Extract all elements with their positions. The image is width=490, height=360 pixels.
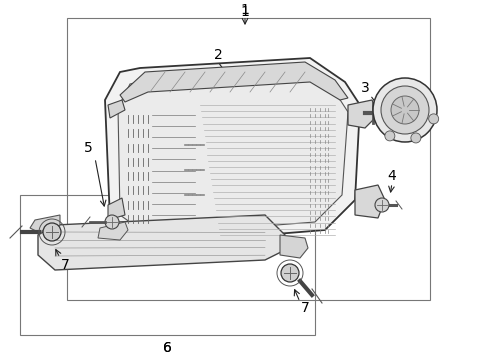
Text: 2: 2 [214, 48, 222, 62]
Polygon shape [38, 215, 285, 270]
Circle shape [43, 223, 61, 241]
Polygon shape [108, 198, 125, 220]
Bar [20, 195, 315, 335]
Polygon shape [280, 235, 308, 258]
Circle shape [105, 215, 119, 229]
Circle shape [373, 78, 437, 142]
Polygon shape [120, 62, 348, 102]
Circle shape [429, 114, 439, 124]
Text: 1: 1 [241, 3, 249, 17]
Circle shape [391, 96, 419, 124]
Circle shape [385, 131, 395, 141]
Polygon shape [105, 58, 360, 245]
Polygon shape [108, 100, 125, 118]
Polygon shape [118, 72, 348, 235]
Circle shape [381, 86, 429, 134]
Text: 7: 7 [61, 258, 70, 272]
Polygon shape [348, 100, 378, 128]
Circle shape [411, 133, 421, 143]
Text: 7: 7 [301, 301, 309, 315]
Circle shape [375, 198, 389, 212]
Bar [67, 18, 430, 300]
Text: 5: 5 [84, 141, 93, 155]
Polygon shape [30, 215, 60, 232]
Text: 6: 6 [163, 341, 172, 355]
Text: 3: 3 [361, 81, 369, 95]
Polygon shape [98, 222, 128, 240]
Circle shape [281, 264, 299, 282]
Text: 1: 1 [241, 5, 249, 19]
Text: 4: 4 [388, 169, 396, 183]
Polygon shape [355, 185, 385, 218]
Text: 6: 6 [163, 341, 172, 355]
